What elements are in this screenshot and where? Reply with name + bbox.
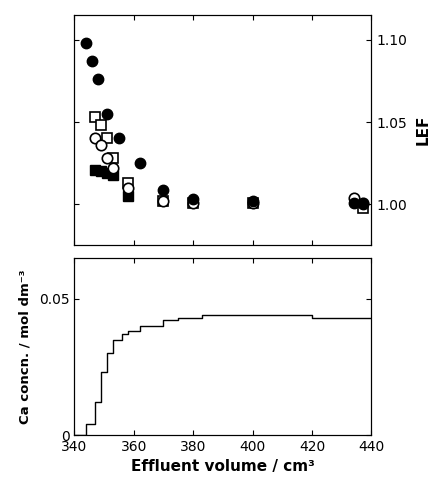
X-axis label: Effluent volume / cm³: Effluent volume / cm³	[131, 460, 315, 474]
Y-axis label: Ca concn. / mol dm⁻³: Ca concn. / mol dm⁻³	[19, 269, 32, 424]
Y-axis label: LEF: LEF	[416, 115, 430, 146]
